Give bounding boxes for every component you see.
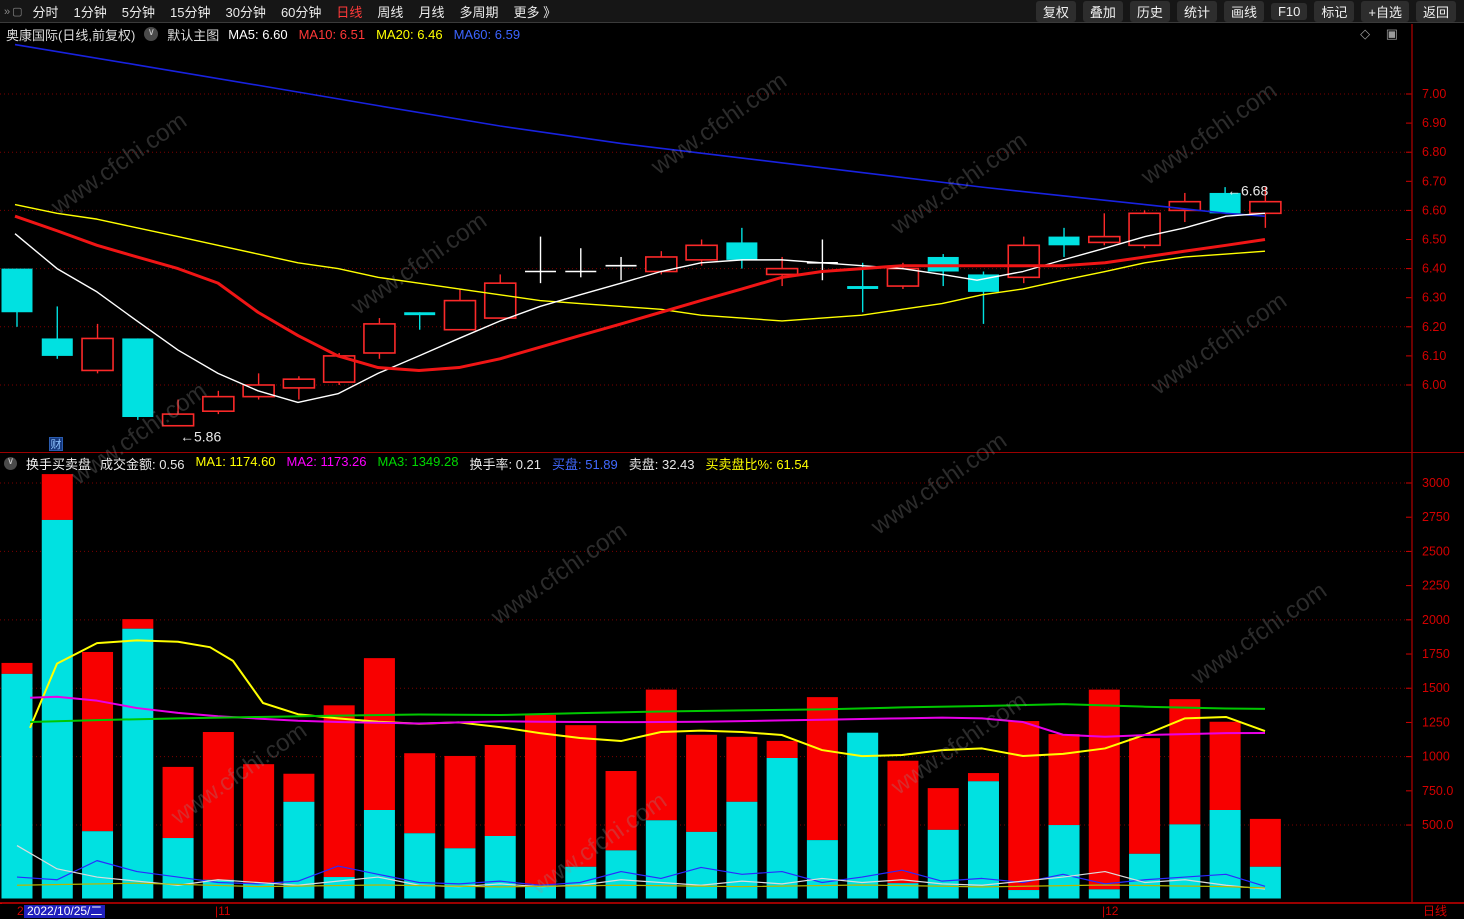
period-tab-8[interactable]: 月线 (418, 4, 445, 20)
toolbar-button-1[interactable]: 叠加 (1082, 0, 1123, 22)
svg-text:6.90: 6.90 (1422, 116, 1446, 130)
period-tab-2[interactable]: 5分钟 (121, 4, 155, 20)
toolbar: »▢ 分时 1分钟 5分钟 15分钟 30分钟 60分钟 日线 周线 月线 多周期 更多 》 复权叠… (0, 0, 1464, 23)
sub-field-0: 成交金额: 0.56 (100, 456, 185, 472)
indicator-values: 成交金额: 0.56 MA1: 1174.60 MA2: 1173.26 MA3: 1… (100, 454, 809, 473)
status-bar: 2 2022/10/25/二 |11 |12 日线 (0, 904, 1464, 919)
chart-type-selector[interactable]: 默认主图 (167, 27, 220, 43)
period-tab-6[interactable]: 日线 (336, 4, 363, 20)
toolbar-button-5[interactable]: F10 (1270, 2, 1308, 20)
svg-text:2750: 2750 (1422, 510, 1450, 524)
period-tab-5[interactable]: 60分钟 (280, 4, 322, 20)
svg-text:6.70: 6.70 (1422, 174, 1446, 188)
selected-date: 2022/10/25/二 (24, 905, 106, 918)
svg-text:2000: 2000 (1422, 613, 1450, 627)
cai-flag-badge: 财 (49, 437, 63, 451)
svg-text:7.00: 7.00 (1422, 87, 1446, 101)
toolbar-button-0[interactable]: 复权 (1035, 0, 1076, 22)
period-label: 日线 (1423, 904, 1448, 918)
sub-field-2: MA2: 1173.26 (286, 453, 367, 469)
svg-text:6.10: 6.10 (1422, 349, 1446, 363)
ma-label-0: MA5: 6.60 (228, 26, 288, 42)
ma-label-3: MA60: 6.59 (453, 26, 521, 42)
toolbar-button-3[interactable]: 统计 (1176, 0, 1217, 22)
period-tabs: 分时 1分钟 5分钟 15分钟 30分钟 60分钟 日线 周线 月线 多周期 更多 》 (33, 2, 557, 21)
month-marker-11: |11 (215, 904, 231, 918)
sub-field-4: 换手率: 0.21 (469, 456, 541, 472)
toolbar-buttons: 复权 叠加 历史 统计 画线 F10 标记 +自选 返回 (1035, 0, 1464, 22)
svg-text:6.20: 6.20 (1422, 320, 1446, 334)
sub-chart-header: ∨ 换手买卖盘 成交金额: 0.56 MA1: 1174.60 MA2: 1173.… (0, 454, 1410, 472)
chevron-down-icon[interactable]: ∨ (4, 456, 17, 470)
ma-indicator-values: MA5: 6.60 MA10: 6.51 MA20: 6.46 MA60: 6.59 (228, 27, 520, 42)
panel-corner-icons[interactable]: ◇ ▣ (1360, 26, 1404, 41)
window-icon[interactable]: »▢ (4, 5, 25, 18)
period-tab-10[interactable]: 更多 》 (513, 4, 557, 20)
sub-field-6: 卖盘: 32.43 (628, 456, 695, 472)
period-tab-4[interactable]: 30分钟 (225, 4, 266, 20)
period-tab-9[interactable]: 多周期 (459, 4, 499, 20)
ma-label-2: MA20: 6.46 (376, 26, 443, 42)
main-chart-header: 奥康国际(日线,前复权) ∨ 默认主图 MA5: 6.60 MA10: 6.51 M… (0, 23, 1464, 45)
svg-text:←6.68: ←6.68 (1227, 182, 1268, 198)
svg-text:500.0: 500.0 (1422, 818, 1453, 832)
svg-text:1500: 1500 (1422, 681, 1450, 695)
month-marker-12: |12 (1102, 904, 1119, 918)
sub-field-5: 买盘: 51.89 (552, 456, 618, 472)
svg-text:2250: 2250 (1422, 579, 1450, 593)
svg-text:6.30: 6.30 (1422, 291, 1446, 305)
svg-text:6.00: 6.00 (1422, 378, 1446, 392)
svg-text:6.80: 6.80 (1422, 145, 1446, 159)
svg-text:6.50: 6.50 (1422, 233, 1446, 247)
sub-field-1: MA1: 1174.60 (195, 453, 276, 469)
period-tab-3[interactable]: 15分钟 (170, 4, 211, 20)
toolbar-button-2[interactable]: 历史 (1129, 0, 1170, 22)
svg-text:3000: 3000 (1422, 476, 1450, 490)
toolbar-button-7[interactable]: +自选 (1361, 0, 1409, 22)
period-tab-7[interactable]: 周线 (377, 4, 404, 20)
sub-field-7: 买卖盘比%: 61.54 (705, 456, 809, 472)
chevron-down-icon[interactable]: ∨ (144, 27, 159, 41)
status-prefix: 2 (17, 904, 24, 918)
period-tab-0[interactable]: 分时 (32, 4, 59, 20)
toolbar-button-4[interactable]: 画线 (1223, 0, 1264, 22)
svg-text:750.0: 750.0 (1422, 784, 1453, 798)
svg-text:1000: 1000 (1422, 750, 1450, 764)
toolbar-button-8[interactable]: 返回 (1415, 0, 1456, 22)
svg-text:1250: 1250 (1422, 715, 1450, 729)
svg-text:←5.86: ←5.86 (180, 428, 221, 444)
indicator-name[interactable]: 换手买卖盘 (26, 456, 92, 472)
ma-label-1: MA10: 6.51 (298, 26, 366, 42)
svg-text:1750: 1750 (1422, 647, 1450, 661)
period-tab-1[interactable]: 1分钟 (73, 4, 107, 20)
toolbar-button-6[interactable]: 标记 (1314, 0, 1355, 22)
stock-title: 奥康国际(日线,前复权) (6, 27, 136, 43)
svg-text:2500: 2500 (1422, 544, 1450, 558)
sub-field-3: MA3: 1349.28 (377, 453, 459, 469)
svg-text:6.40: 6.40 (1422, 262, 1446, 276)
svg-text:6.60: 6.60 (1422, 203, 1446, 217)
